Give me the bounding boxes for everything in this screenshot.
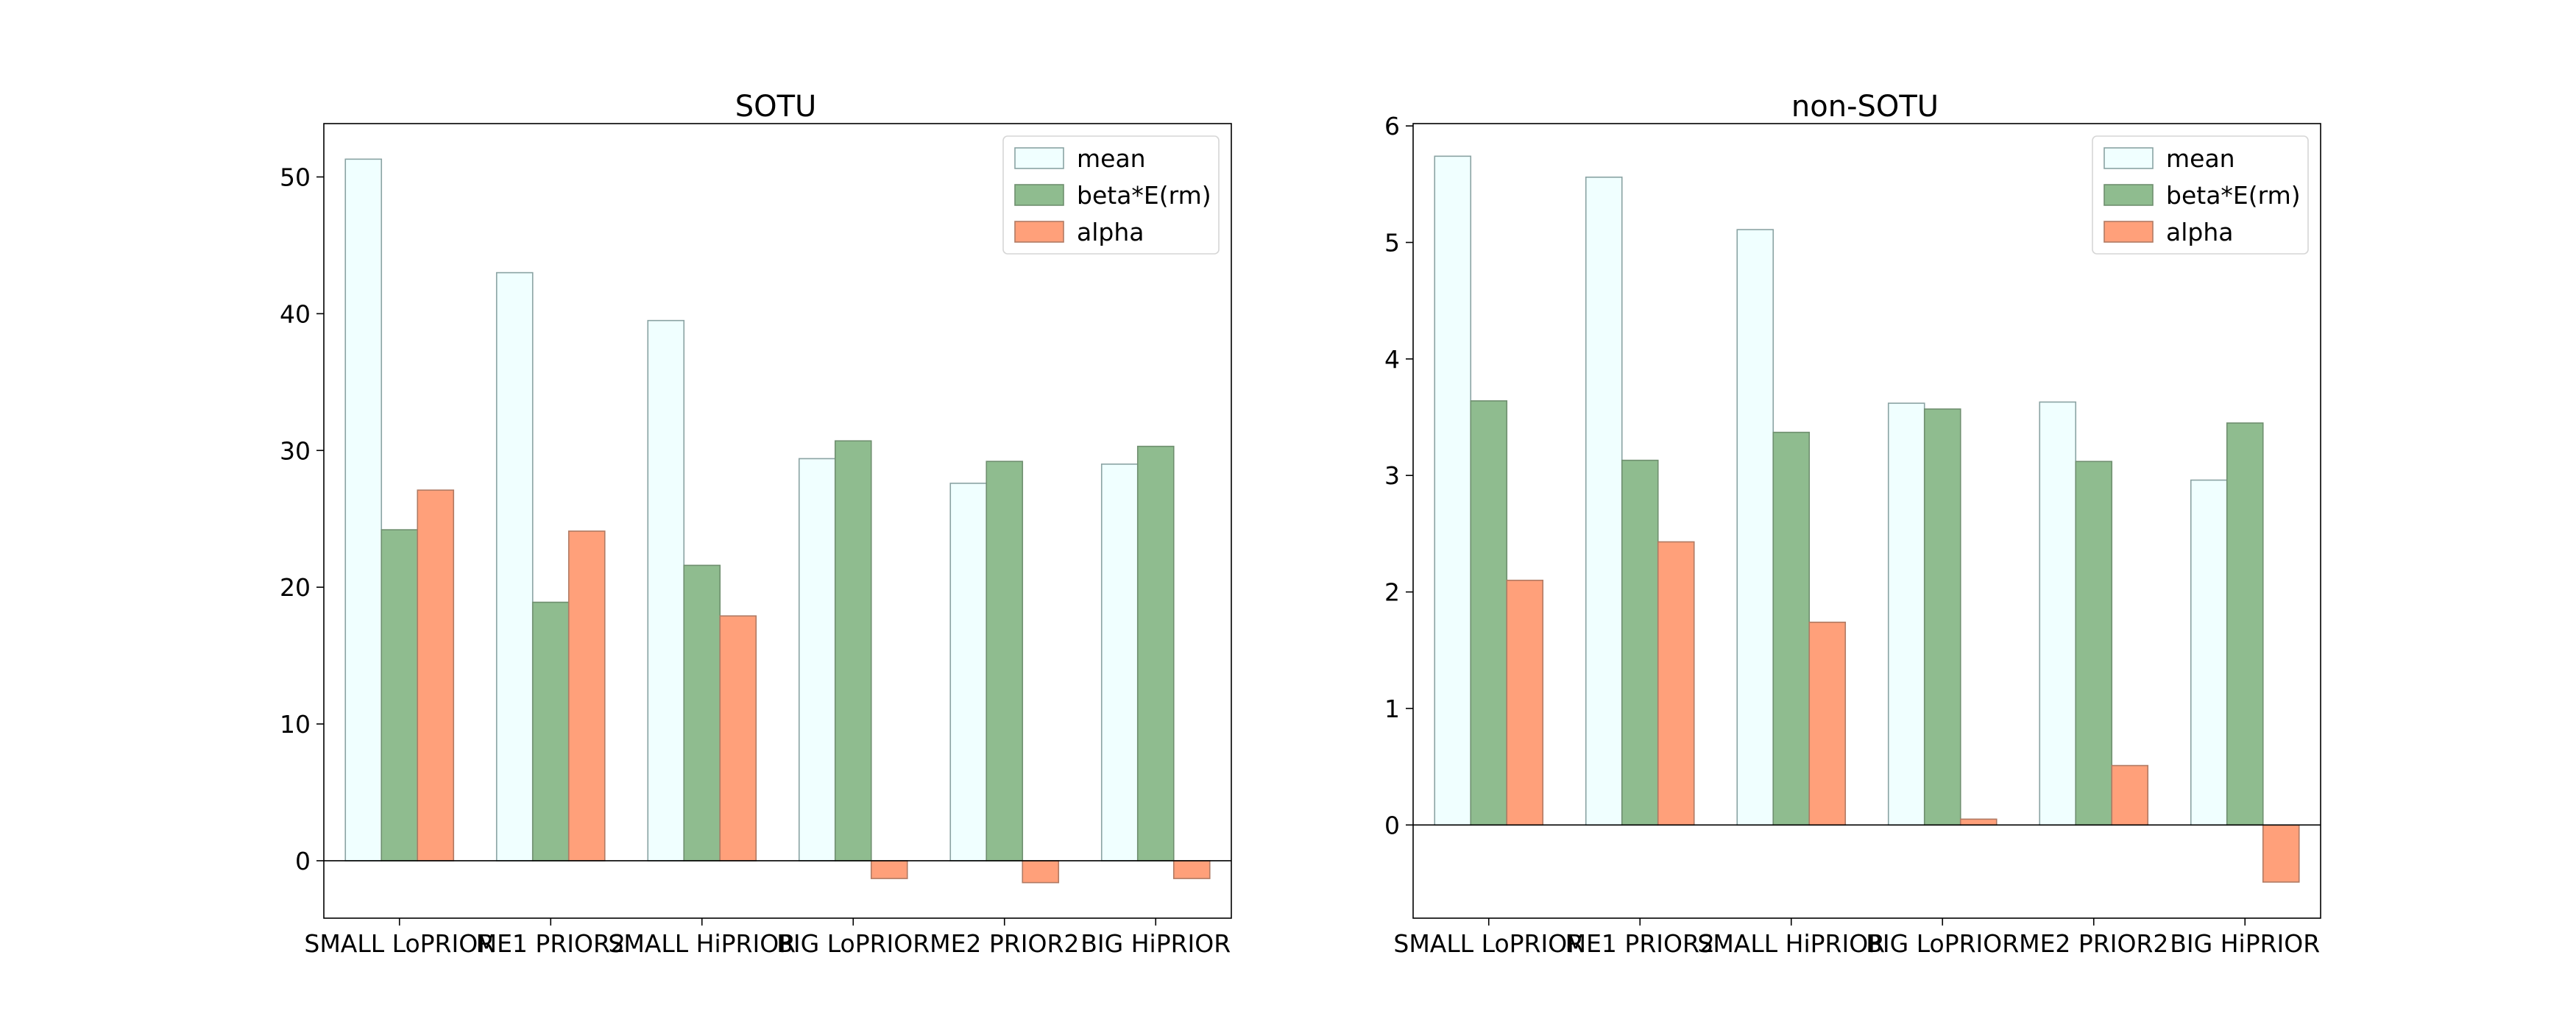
x-tick-label-small-loprior: SMALL LoPRIOR — [1393, 929, 1584, 958]
bar-beta-e-rm-me2-prior2 — [986, 461, 1024, 862]
bar-alpha-me2-prior2 — [2111, 764, 2149, 826]
bar-mean-small-loprior — [1434, 155, 1472, 826]
y-tick-label: 10 — [280, 710, 311, 739]
plot-frame — [323, 123, 1232, 919]
bar-mean-me1-prior2 — [1585, 177, 1623, 826]
bar-group — [1434, 155, 2300, 883]
y-tick-label: 1 — [1384, 695, 1400, 723]
bar-mean-me1-prior2 — [495, 271, 534, 862]
bar-beta-e-rm-small-loprior — [1470, 400, 1508, 826]
bar-beta-e-rm-big-hiprior — [2226, 422, 2264, 826]
x-tick-label-big-loprior: BIG LoPRIOR — [1866, 929, 2019, 958]
legend-label-alpha: alpha — [2166, 218, 2233, 246]
bar-beta-e-rm-big-loprior — [834, 440, 872, 862]
legend-label-alpha: alpha — [1077, 218, 1144, 246]
legend-label-mean: mean — [1077, 144, 1146, 173]
bar-alpha-me2-prior2 — [1022, 860, 1060, 884]
legend-swatch-beta-e-rm — [2103, 184, 2154, 206]
legend-label-mean: mean — [2166, 144, 2235, 173]
legend-swatch-alpha — [2103, 221, 2154, 243]
y-tick-label: 3 — [1384, 461, 1400, 490]
bar-mean-me2-prior2 — [2039, 401, 2077, 826]
x-tick-label-small-loprior: SMALL LoPRIOR — [304, 929, 495, 958]
y-tick-label: 20 — [280, 573, 311, 602]
x-tick-label-me1-prior2: ME1 PRIOR2 — [476, 929, 626, 958]
x-tick-label-me2-prior2: ME2 PRIOR2 — [2019, 929, 2168, 958]
bar-alpha-big-loprior — [1959, 818, 1998, 826]
legend-swatch-mean — [2103, 147, 2154, 169]
y-tick-label: 5 — [1384, 229, 1400, 258]
bar-mean-big-hiprior — [2190, 479, 2228, 826]
bar-beta-e-rm-me1-prior2 — [1621, 459, 1659, 826]
bar-alpha-small-hiprior — [1808, 621, 1847, 826]
legend-label-beta-e-rm: beta*E(rm) — [2166, 181, 2301, 210]
x-tick-label-me2-prior2: ME2 PRIOR2 — [930, 929, 1079, 958]
bar-mean-big-hiprior — [1100, 464, 1139, 862]
bar-mean-small-hiprior — [1736, 229, 1774, 826]
y-tick-label: 30 — [280, 436, 311, 465]
y-axis-ticks: 0 10 20 30 40 50 — [280, 163, 324, 876]
bar-alpha-big-hiprior — [1172, 860, 1211, 879]
bar-alpha-small-hiprior — [719, 615, 757, 862]
y-tick-label: 4 — [1384, 345, 1400, 374]
legend-label-beta-e-rm: beta*E(rm) — [1077, 181, 1211, 210]
bar-mean-small-loprior — [344, 158, 383, 862]
bar-alpha-me1-prior2 — [1657, 541, 1695, 826]
y-tick-label: 2 — [1384, 578, 1400, 607]
legend-swatch-beta-e-rm — [1014, 184, 1064, 206]
bar-alpha-me1-prior2 — [567, 530, 606, 862]
chart-title: non-SOTU — [1791, 90, 1939, 124]
bar-beta-e-rm-small-hiprior — [683, 564, 721, 862]
bar-beta-e-rm-small-hiprior — [1772, 431, 1811, 826]
x-tick-label-big-loprior: BIG LoPRIOR — [776, 929, 930, 958]
x-tick-label-small-hiprior: SMALL HiPRIOR — [1697, 929, 1885, 958]
y-tick-label: 0 — [295, 847, 311, 876]
bar-alpha-big-hiprior — [2262, 824, 2300, 883]
bar-beta-e-rm-small-loprior — [381, 529, 419, 862]
y-tick-label: 6 — [1384, 112, 1400, 141]
bar-mean-small-hiprior — [647, 319, 685, 862]
x-tick-label-small-hiprior: SMALL HiPRIOR — [608, 929, 796, 958]
bar-group — [344, 158, 1211, 884]
bar-alpha-small-loprior — [417, 489, 455, 862]
bar-mean-big-loprior — [1887, 402, 1925, 826]
legend[interactable]: mean beta*E(rm) alpha — [2092, 135, 2309, 255]
x-tick-label-big-hiprior: BIG HiPRIOR — [1080, 929, 1231, 958]
bar-beta-e-rm-me2-prior2 — [2075, 461, 2113, 826]
bar-alpha-big-loprior — [870, 860, 908, 879]
x-tick-label-big-hiprior: BIG HiPRIOR — [2170, 929, 2320, 958]
bar-mean-big-loprior — [798, 458, 836, 862]
bar-beta-e-rm-big-hiprior — [1136, 445, 1175, 862]
chart-title: SOTU — [735, 90, 817, 124]
plot-frame — [1412, 123, 2321, 919]
bar-beta-e-rm-big-loprior — [1923, 408, 1961, 826]
y-tick-label: 40 — [280, 299, 311, 328]
legend-swatch-mean — [1014, 147, 1064, 169]
y-axis-ticks: 0 1 2 3 4 5 6 — [1384, 112, 1413, 839]
legend[interactable]: mean beta*E(rm) alpha — [1002, 135, 1220, 255]
x-tick-label-me1-prior2: ME1 PRIOR2 — [1565, 929, 1715, 958]
y-tick-label: 0 — [1384, 811, 1400, 839]
bar-alpha-small-loprior — [1506, 579, 1544, 826]
bar-mean-me2-prior2 — [949, 483, 988, 862]
y-tick-label: 50 — [280, 163, 311, 191]
legend-swatch-alpha — [1014, 221, 1064, 243]
bar-beta-e-rm-me1-prior2 — [531, 601, 570, 862]
